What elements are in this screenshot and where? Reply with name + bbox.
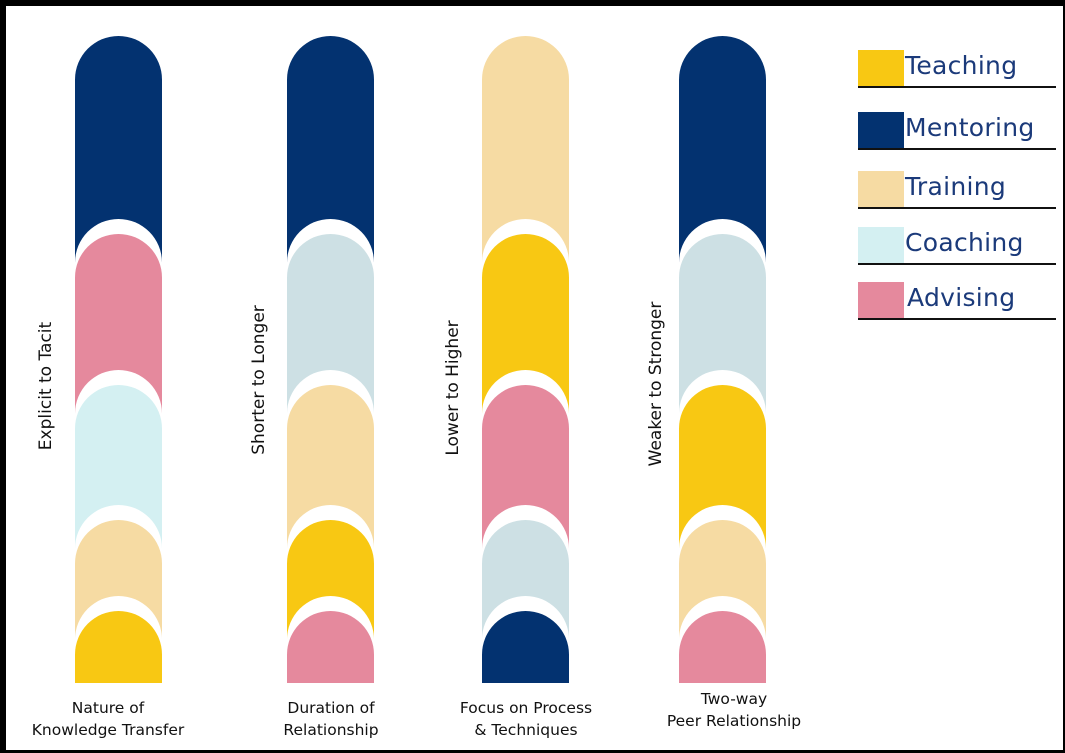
pill-column-2	[287, 36, 374, 683]
segment-mentoring	[287, 36, 374, 272]
segment-advising	[679, 611, 766, 683]
legend-underline	[858, 318, 1056, 320]
axis-label-focus: Lower to Higher	[443, 320, 463, 456]
legend-item-mentoring: Mentoring	[858, 112, 1065, 158]
caption-peer: Two-way Peer Relationship	[634, 688, 834, 732]
caption-line: Knowledge Transfer	[31, 721, 185, 739]
pill-column-3	[482, 36, 569, 683]
legend-label: Training	[905, 172, 1007, 201]
legend-item-coaching: Coaching	[858, 227, 1065, 273]
axis-label-knowledge: Explicit to Tacit	[36, 321, 56, 451]
segment-training	[482, 36, 569, 272]
caption-line: Two-way	[700, 690, 768, 708]
segment-mentoring	[679, 36, 766, 272]
legend-underline	[858, 263, 1056, 265]
pill-column-1	[75, 36, 162, 683]
caption-line: & Techniques	[474, 721, 578, 739]
legend-label: Teaching	[905, 51, 1018, 80]
legend-label: Coaching	[905, 228, 1024, 257]
legend-underline	[858, 148, 1056, 150]
legend-swatch	[858, 282, 904, 320]
caption-line: Nature of	[71, 699, 145, 717]
segment-mentoring	[75, 36, 162, 272]
legend-underline	[858, 207, 1056, 209]
segment-advising	[75, 233, 162, 423]
legend-item-advising: Advising	[858, 282, 1065, 328]
caption-line: Duration of	[287, 699, 375, 717]
pill-column-4	[679, 36, 766, 683]
legend-swatch	[858, 227, 904, 265]
legend-item-training: Training	[858, 171, 1065, 217]
caption-duration: Duration of Relationship	[231, 697, 431, 741]
caption-line: Peer Relationship	[666, 712, 802, 730]
legend-underline	[858, 86, 1056, 88]
caption-knowledge-transfer: Nature of Knowledge Transfer	[8, 697, 208, 741]
caption-line: Focus on Process	[459, 699, 593, 717]
segment-mentoring	[482, 611, 569, 683]
legend-item-teaching: Teaching	[858, 50, 1065, 96]
segment-advising	[287, 611, 374, 683]
legend-swatch	[858, 171, 904, 209]
axis-label-peer: Weaker to Stronger	[646, 301, 666, 467]
legend-label: Mentoring	[905, 113, 1035, 142]
legend-swatch	[858, 50, 904, 88]
caption-focus: Focus on Process & Techniques	[426, 697, 626, 741]
legend-label: Advising	[907, 283, 1016, 312]
axis-label-duration: Shorter to Longer	[249, 305, 269, 455]
segment-teaching	[482, 233, 569, 423]
legend-swatch	[858, 112, 904, 150]
legend: Teaching Mentoring Training Coaching Adv…	[858, 50, 1063, 340]
segment-teaching	[75, 611, 162, 683]
caption-line: Relationship	[283, 721, 379, 739]
segment-coaching-gray	[287, 233, 374, 423]
segment-coaching-gray	[679, 233, 766, 423]
